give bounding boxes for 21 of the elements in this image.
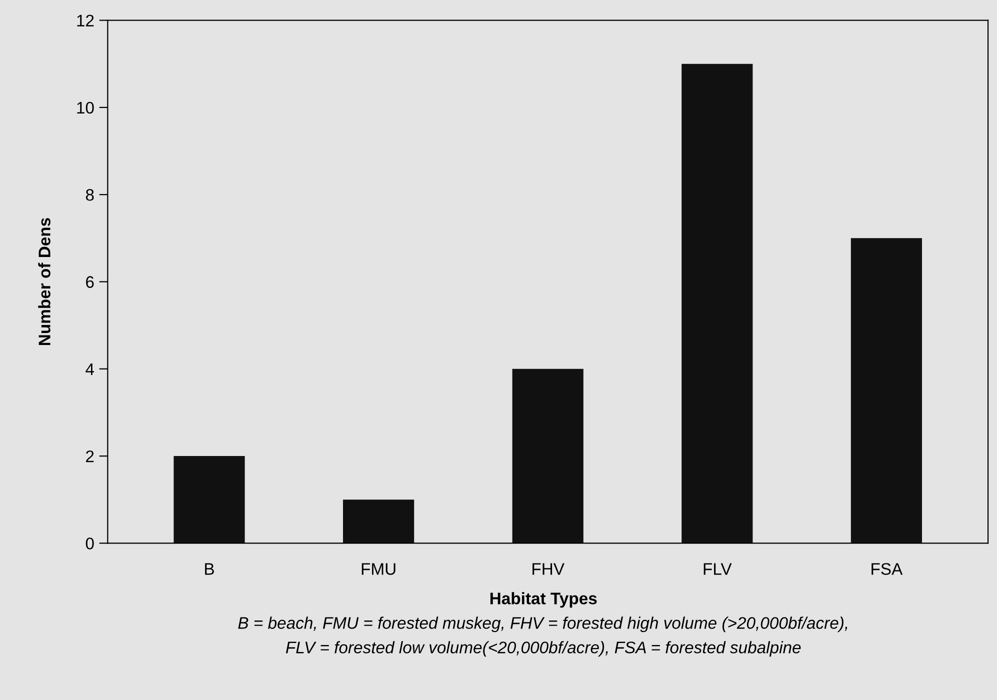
x-axis-title: Habitat Types	[490, 592, 597, 608]
y-tick-label: 10	[77, 102, 94, 114]
bar	[682, 64, 753, 544]
y-tick-label: 8	[86, 189, 94, 201]
text: FLV = forested low volume(<20,000bf/acre), FSA = forested subalpine	[286, 641, 801, 657]
y-tick-label: 6	[86, 276, 94, 288]
bar	[174, 456, 245, 544]
text: B = beach, FMU = forested muskeg, FHV = forested high volume (>20,000bf/acre),	[238, 616, 848, 632]
bar	[850, 238, 922, 544]
y-tick-label: 4	[86, 363, 94, 375]
bar	[343, 500, 414, 544]
x-tick-label: FSA	[872, 563, 903, 575]
x-tick-label: FLV	[704, 563, 732, 575]
y-tick-label: 12	[77, 14, 94, 26]
x-tick-label: FMU	[362, 563, 396, 575]
bar	[512, 368, 584, 544]
y-axis-title: Number of Dens	[38, 218, 50, 345]
x-tick-label: B	[205, 563, 214, 575]
y-tick-label: 0	[86, 538, 94, 550]
x-tick-label: FHV	[532, 563, 564, 575]
y-tick-label: 2	[86, 450, 94, 462]
